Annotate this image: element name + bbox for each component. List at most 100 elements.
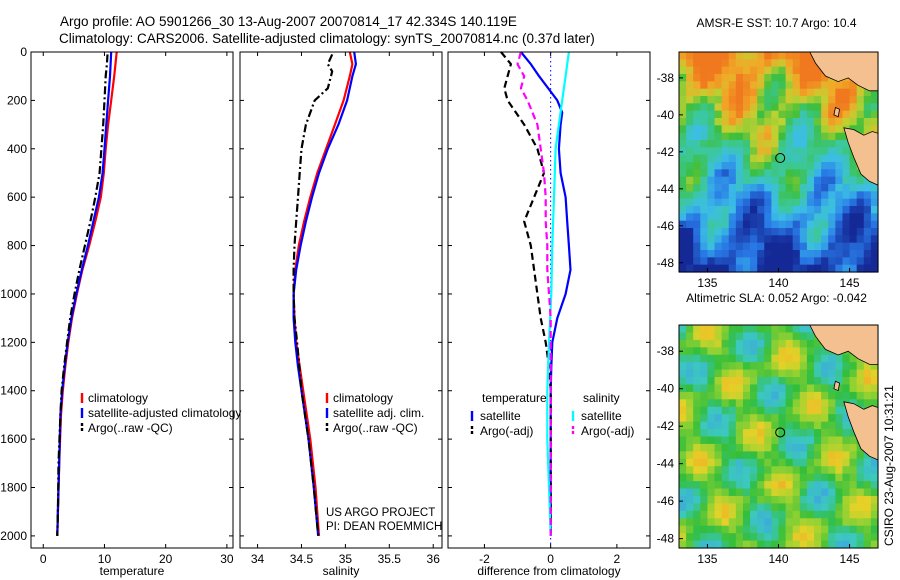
map-cell [799,525,808,534]
map-cell [828,154,836,163]
map-cell [714,103,723,112]
map-cell [863,88,872,97]
map-cell [757,250,765,258]
map-cell [849,443,858,452]
map-cell [835,264,844,273]
map-cell [771,213,780,222]
map-cell [686,169,694,178]
map-cell [757,132,765,141]
map-cell [693,325,701,334]
map-cell [757,473,765,482]
x-tick-label: 36 [427,552,441,566]
map-cell [849,264,858,273]
map-cell [778,362,787,371]
map-cell [792,443,801,452]
map-cell [721,66,730,75]
map-cell [757,391,765,400]
map-cell [870,391,879,400]
map-cell [714,377,723,386]
map-cell [742,473,751,482]
map-cell [863,213,872,222]
map-cell [771,495,780,504]
map-cell [870,533,879,542]
map-cell [814,206,822,214]
map-cell [714,473,723,482]
map-cell [863,235,872,244]
map-cell [856,481,865,490]
x-axis-label: salinity [323,564,360,578]
map-cell [750,406,758,415]
map-cell [806,414,815,423]
map-cell [714,220,723,229]
map-cell [693,176,701,185]
map-cell [742,503,751,512]
map-cell [806,74,815,82]
map-cell [771,391,780,400]
map-cell [870,257,879,266]
side-label: CSIRO 23-Aug-2007 10:31:21 [882,385,896,546]
map-cell [735,264,744,273]
map-cell [735,399,744,408]
map-cell [735,206,744,214]
map-cell [821,74,829,82]
map-cell [707,52,716,60]
map-cell [693,391,701,400]
legend-group-title: temperature [482,391,547,405]
map-cell [721,533,730,542]
map-cell [750,52,758,60]
map-cell [814,451,822,460]
map-cell [778,264,787,273]
map-cell [728,140,737,148]
map-cell [693,481,701,490]
map-cell [785,154,794,163]
map-cell [814,540,822,549]
map-cell [757,169,765,178]
map-cell [849,503,858,512]
map-cell [750,59,758,68]
map-cell [799,257,808,266]
map-cell [728,96,737,104]
map-cell [757,81,765,90]
map-cell [778,377,787,386]
map-cell [814,110,822,119]
map-cell [728,510,737,519]
map-cell [849,369,858,378]
map-cell [828,147,836,156]
map-cell [785,147,794,156]
map-cell [821,525,829,534]
map-cell [742,369,751,378]
map-cell [686,176,694,185]
map-cell [835,242,844,251]
map-cell [750,347,758,356]
map-cell [799,495,808,504]
map-cell [778,421,787,430]
map-cell [735,414,744,423]
map-cell [785,347,794,356]
map-cell [750,451,758,460]
y-tick-label: -48 [657,532,675,546]
map-cell [757,140,765,148]
map-cell [863,495,872,504]
map-cell [721,118,730,126]
map-cell [842,384,851,393]
map-cell [835,250,844,258]
map-cell [707,147,716,156]
map-cell [792,184,801,192]
map-cell [785,362,794,371]
map-cell [714,354,723,363]
map-cell [821,103,829,112]
map-cell [849,429,858,438]
map-cell [700,206,709,214]
map-cell [693,96,701,104]
map-cell [757,176,765,185]
map-cell [799,354,808,363]
map-cell [750,421,758,430]
x-tick-label: 35 [339,552,353,566]
map-cell [764,384,772,393]
map-cell [806,52,815,60]
map-cell [821,198,829,207]
map-cell [707,132,716,141]
map-cell [778,384,787,393]
map-cell [792,88,801,97]
map-cell [714,66,723,75]
